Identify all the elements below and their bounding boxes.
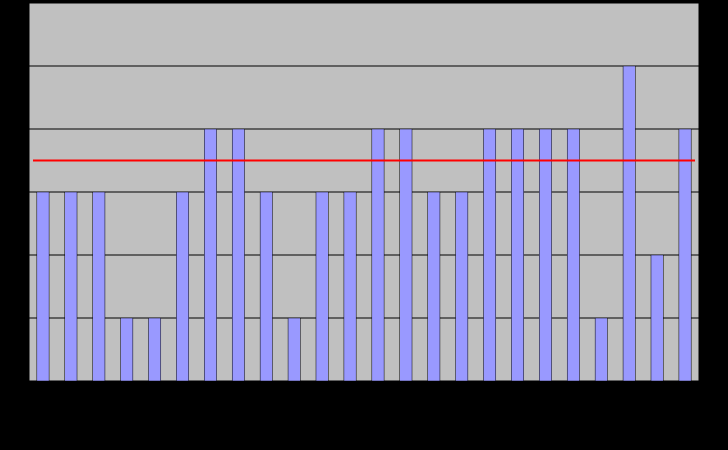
y-tick-label: 4 (18, 123, 23, 133)
bar (259, 191, 273, 382)
bar (231, 128, 245, 382)
bar (594, 317, 608, 382)
bar (427, 191, 441, 382)
bar (287, 317, 301, 382)
bar (622, 65, 636, 382)
y-tick-label: 6 (18, 0, 23, 7)
bar (483, 128, 497, 382)
bar (511, 128, 524, 382)
bar (371, 128, 385, 382)
bar (120, 317, 134, 382)
y-tick-label: 5 (18, 60, 23, 70)
y-tick-label: 2 (18, 249, 23, 259)
bar (539, 128, 552, 382)
bar (92, 191, 106, 382)
bar (455, 191, 469, 382)
bar (566, 128, 580, 382)
bar (204, 128, 217, 382)
y-tick-label: 0 (18, 375, 23, 385)
y-tick-label: 1 (18, 312, 23, 322)
bar (399, 128, 413, 382)
bar (650, 254, 664, 382)
y-tick-label: 3 (18, 186, 23, 196)
bar (315, 191, 329, 382)
bar (176, 191, 189, 382)
bar (64, 191, 78, 382)
bar (678, 128, 692, 382)
bar (36, 191, 50, 382)
bar (148, 317, 162, 382)
bar (343, 191, 357, 382)
